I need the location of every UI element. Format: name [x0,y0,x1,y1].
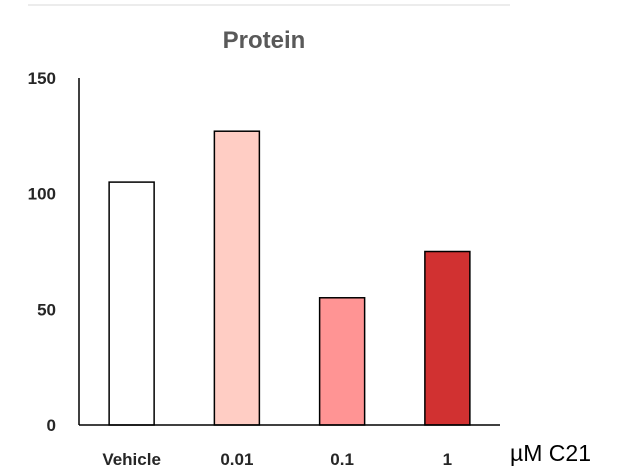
y-tick-labels: 0 50 100 150 [28,69,56,435]
x-unit-label: µM C21 [510,440,591,466]
bar-0-01 [213,130,261,426]
x-tick-label: Vehicle [102,450,161,469]
y-tick-label: 50 [37,300,56,319]
bar-0-1 [318,297,366,426]
bar-vehicle [108,181,155,426]
chart-title: Protein [223,27,306,54]
bar-1 [424,250,471,426]
y-tick-label: 100 [28,185,56,204]
x-tick-label: 0.1 [330,450,354,469]
bars [108,130,471,426]
x-tick-label: 1 [443,450,452,469]
x-tick-label: 0.01 [220,450,253,469]
y-tick-label: 150 [28,69,56,88]
x-tick-labels: Vehicle 0.01 0.1 1 [102,450,452,469]
y-tick-label: 0 [47,416,56,435]
